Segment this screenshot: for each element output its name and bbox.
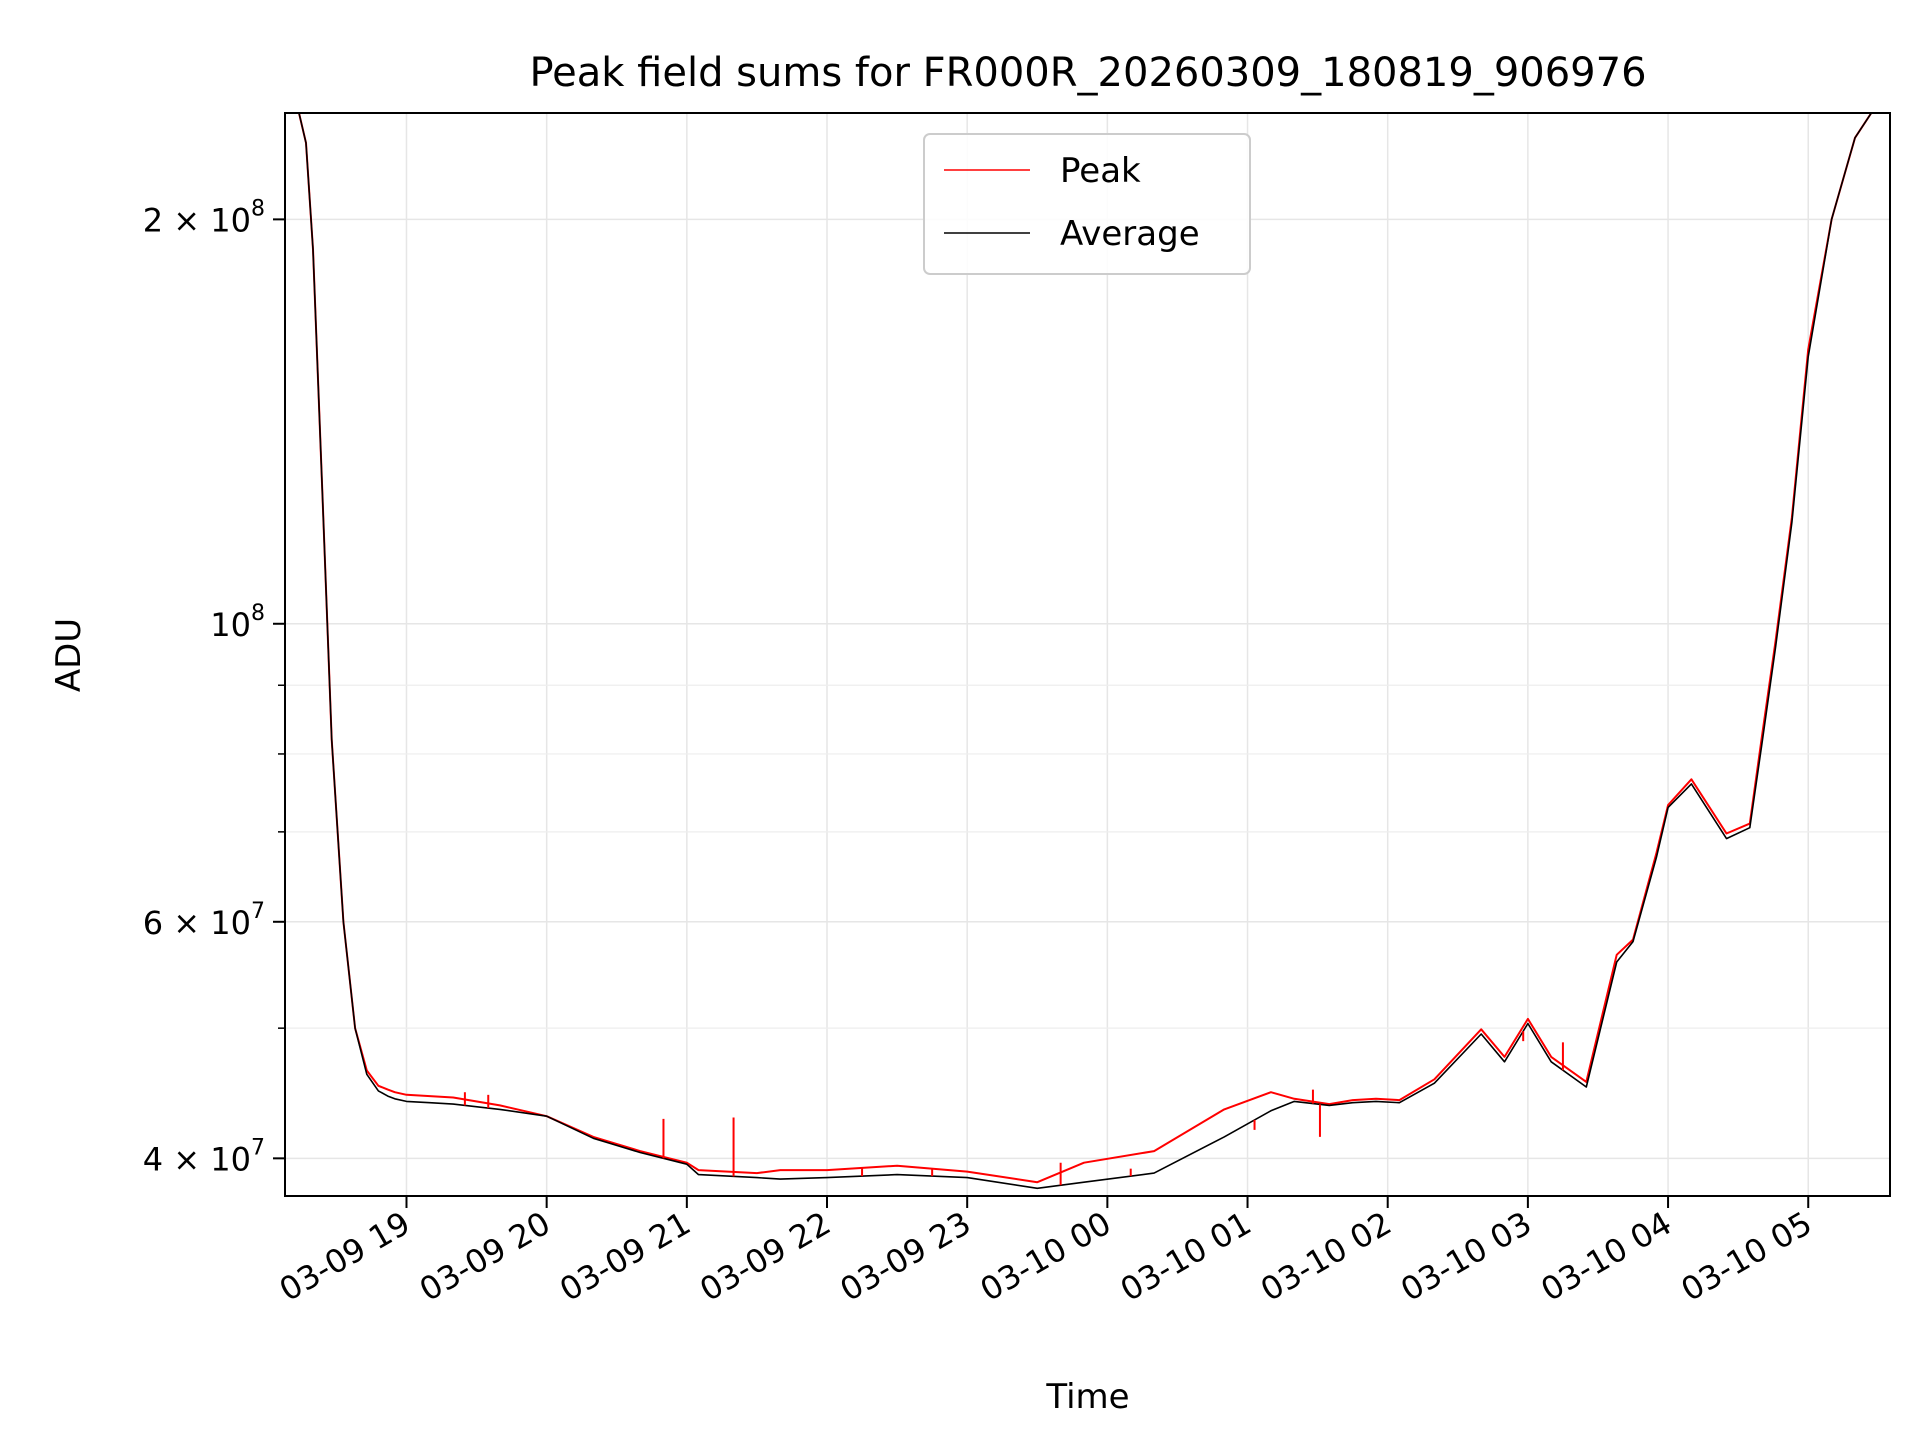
series-line-peak xyxy=(294,113,1873,1184)
y-tick-label: 6 × 107 xyxy=(143,899,265,942)
series-line-average xyxy=(294,113,1872,1190)
legend-peak-label: Peak xyxy=(1060,151,1141,191)
legend-box xyxy=(923,133,1251,275)
legend: Peak Average xyxy=(923,133,1251,275)
legend-average-label: Average xyxy=(1060,214,1200,254)
y-tick-label: 108 xyxy=(210,601,265,644)
x-axis-label: Time xyxy=(1045,1377,1129,1417)
plot-frame xyxy=(284,112,1891,1197)
y-tick-label: 2 × 108 xyxy=(143,196,265,239)
series-layer xyxy=(294,113,1873,1190)
chart-title: Peak field sums for FR000R_20260309_1808… xyxy=(529,50,1646,96)
y-tick-label: 4 × 107 xyxy=(143,1135,265,1178)
y-axis: 4 × 107 6 × 107 108 2 × 108 xyxy=(143,196,285,1178)
y-axis-label: ADU xyxy=(49,618,89,692)
